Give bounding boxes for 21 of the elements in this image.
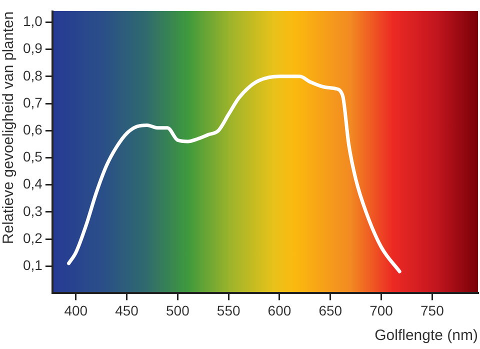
y-axis-title: Relatieve gevoeligheid van planten <box>0 11 18 244</box>
y-tick-label: 0,1 <box>22 256 43 273</box>
y-tick-label: 0,8 <box>22 67 43 84</box>
x-tick-label: 500 <box>166 302 190 318</box>
x-axis-title: Golflengte (nm) <box>374 327 478 344</box>
y-tick-label: 0,9 <box>22 40 43 56</box>
y-tick-label: 0,5 <box>22 148 43 165</box>
y-tick-label: 0,2 <box>22 230 43 246</box>
y-tick-label: 0,3 <box>22 202 43 219</box>
x-tick-label: 700 <box>370 302 394 318</box>
y-tick-label: 0,4 <box>22 176 43 192</box>
x-tick-label: 450 <box>115 302 139 318</box>
x-tick-label: 650 <box>318 302 342 318</box>
line-series <box>67 74 402 274</box>
x-tick-label: 600 <box>268 302 292 318</box>
x-tick-label: 550 <box>216 302 240 318</box>
y-tick-label: 1,0 <box>22 13 43 30</box>
y-tick-label: 0,7 <box>22 94 43 110</box>
x-tick-label: 400 <box>64 302 88 318</box>
y-tick-label: 0,6 <box>22 121 43 138</box>
x-tick-label: 750 <box>420 302 444 318</box>
